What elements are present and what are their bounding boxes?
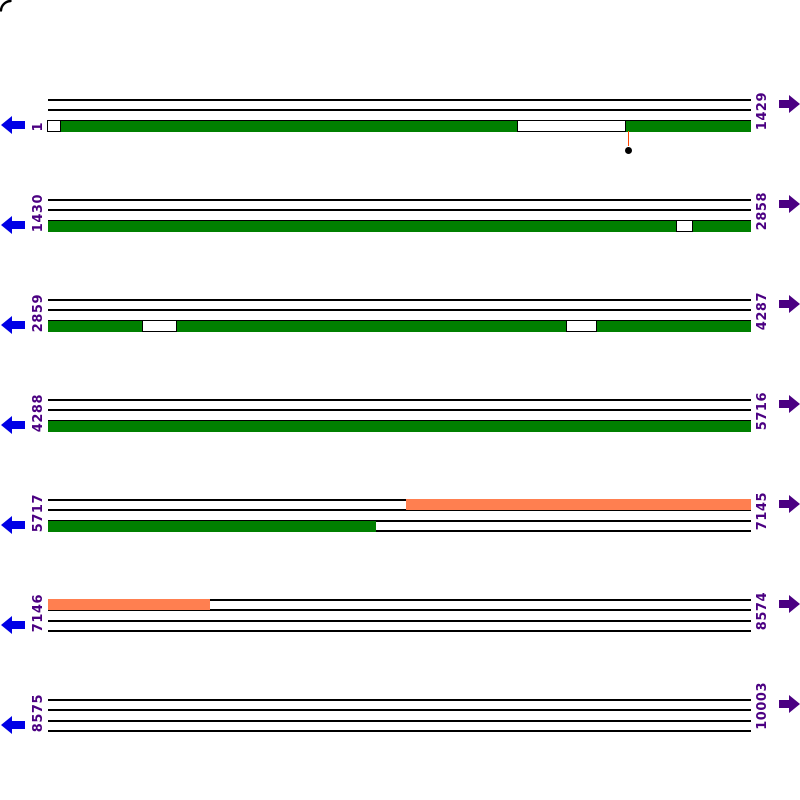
row-start-coordinate-label: 7146 bbox=[31, 593, 46, 632]
forward-strand-arrow-icon bbox=[779, 295, 800, 313]
match-bar-segment bbox=[625, 121, 751, 132]
sequence-row: 4288 5716 bbox=[0, 392, 800, 499]
partial-bar-segment bbox=[48, 598, 210, 610]
row-end-coordinate-label: 5716 bbox=[755, 391, 770, 430]
track-line bbox=[48, 309, 751, 311]
match-bar-segment bbox=[61, 121, 518, 132]
track-line bbox=[48, 399, 751, 401]
track-line bbox=[48, 530, 751, 532]
gap-box-segment bbox=[517, 120, 626, 132]
sequence-row: 1 1429 bbox=[0, 92, 800, 199]
track-line bbox=[48, 509, 751, 511]
sequence-row: 1430 2858 bbox=[0, 192, 800, 299]
track-line bbox=[48, 699, 751, 701]
track-line bbox=[48, 730, 751, 732]
reverse-strand-arrow-icon bbox=[1, 616, 25, 634]
sequence-row: 2859 4287 bbox=[0, 292, 800, 399]
track-line bbox=[48, 120, 751, 122]
forward-strand-arrow-icon bbox=[779, 595, 800, 613]
row-start-coordinate-label: 1 bbox=[31, 122, 46, 132]
match-bar-segment bbox=[48, 321, 751, 332]
track-line bbox=[48, 220, 751, 222]
track-line bbox=[48, 320, 751, 322]
row-start-coordinate-label: 4288 bbox=[31, 393, 46, 432]
row-end-coordinate-label: 7145 bbox=[755, 491, 770, 530]
marker-dot bbox=[624, 146, 632, 154]
row-start-coordinate-label: 1430 bbox=[31, 193, 46, 232]
match-bar-segment bbox=[48, 221, 751, 232]
gap-box-segment bbox=[142, 320, 177, 332]
row-start-coordinate-label: 8575 bbox=[31, 693, 46, 732]
track-line bbox=[48, 620, 751, 622]
forward-strand-arrow-icon bbox=[779, 395, 800, 413]
gap-box-segment bbox=[47, 120, 61, 132]
forward-strand-arrow-icon bbox=[779, 495, 800, 513]
corner-glyph-icon bbox=[0, 0, 12, 12]
match-bar-segment bbox=[48, 421, 751, 432]
row-end-coordinate-label: 2858 bbox=[755, 191, 770, 230]
track-line bbox=[48, 109, 751, 111]
reverse-strand-arrow-icon bbox=[1, 416, 25, 434]
track-line bbox=[48, 199, 751, 201]
track-line bbox=[48, 409, 751, 411]
forward-strand-arrow-icon bbox=[779, 95, 800, 113]
track-line bbox=[48, 609, 751, 611]
reverse-strand-arrow-icon bbox=[1, 716, 25, 734]
track-line bbox=[48, 720, 751, 722]
sequence-row: 5717 7145 bbox=[0, 492, 800, 599]
gap-box-segment bbox=[676, 220, 693, 232]
forward-strand-arrow-icon bbox=[779, 695, 800, 713]
gap-box-segment bbox=[566, 320, 597, 332]
sequence-row: 8575 10003 bbox=[0, 682, 800, 799]
marker-line bbox=[627, 131, 630, 146]
row-end-coordinate-label: 10003 bbox=[755, 682, 770, 730]
reverse-strand-arrow-icon bbox=[1, 516, 25, 534]
track-line bbox=[48, 209, 751, 211]
row-end-coordinate-label: 1429 bbox=[755, 91, 770, 130]
track-line bbox=[48, 630, 751, 632]
track-line bbox=[48, 599, 751, 601]
track-line bbox=[48, 709, 751, 711]
track-line bbox=[48, 520, 751, 522]
reverse-strand-arrow-icon bbox=[1, 316, 25, 334]
reverse-strand-arrow-icon bbox=[1, 216, 25, 234]
reverse-strand-arrow-icon bbox=[1, 116, 25, 134]
sequence-row: 7146 8574 bbox=[0, 592, 800, 699]
forward-strand-arrow-icon bbox=[779, 195, 800, 213]
row-start-coordinate-label: 5717 bbox=[31, 493, 46, 532]
track-line bbox=[48, 299, 751, 301]
row-end-coordinate-label: 4287 bbox=[755, 291, 770, 330]
row-start-coordinate-label: 2859 bbox=[31, 293, 46, 332]
row-end-coordinate-label: 8574 bbox=[755, 591, 770, 630]
track-line bbox=[48, 499, 751, 501]
track-line bbox=[48, 420, 751, 422]
match-bar-segment bbox=[48, 521, 376, 532]
track-line bbox=[48, 99, 751, 101]
partial-bar-segment bbox=[406, 498, 751, 510]
